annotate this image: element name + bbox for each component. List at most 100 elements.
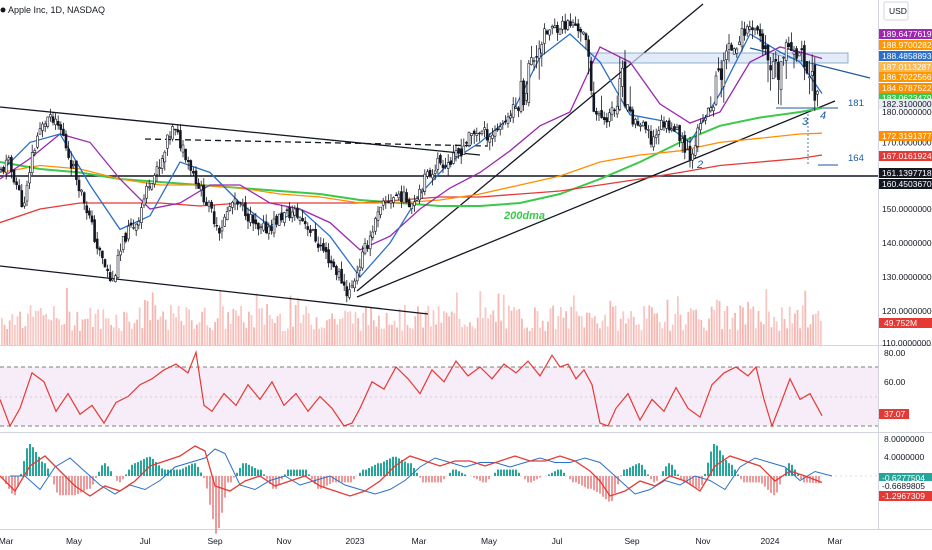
volume-bar [778, 330, 781, 345]
volume-bar [276, 316, 279, 345]
volume-bar [271, 319, 274, 345]
volume-bar [630, 311, 632, 345]
volume-bar [159, 316, 162, 345]
macd-histogram-bar [347, 476, 349, 483]
candle-body [764, 45, 767, 50]
macd-histogram-bar [752, 476, 754, 483]
candle-body [626, 104, 629, 111]
candle-body [111, 278, 115, 281]
macd-histogram-bar [605, 476, 607, 500]
volume-bar [648, 305, 651, 345]
price-tag [879, 62, 932, 72]
candle-body [322, 243, 325, 251]
volume-bar [336, 324, 339, 345]
candle-body [303, 221, 307, 225]
candle-body [335, 265, 338, 275]
candle-body [75, 160, 78, 180]
candle-body [95, 238, 99, 249]
candle-body [475, 133, 479, 136]
volume-bar [385, 312, 388, 345]
candle-body [251, 214, 255, 224]
candle-body [363, 243, 367, 254]
macd-histogram-bar [362, 469, 364, 476]
rsi-band [0, 367, 878, 426]
volume-bar [229, 323, 232, 345]
price-tag-label: 161.1397718 [882, 168, 932, 178]
macd-histogram-bar [527, 476, 529, 483]
price-tick-label: 170.0000000 [882, 137, 932, 147]
macd-histogram-bar [236, 472, 238, 476]
volume-bar [401, 330, 404, 345]
macd-histogram-bar [53, 476, 55, 485]
macd-histogram-bar [593, 476, 595, 491]
price-tag [879, 72, 932, 82]
candle-body [722, 60, 726, 87]
volume-bar [580, 316, 583, 345]
candle-body [613, 109, 616, 112]
volume-bar [261, 307, 263, 345]
price-axis[interactable]: USD 180.0000000 170.0000000 150.0000000 140… [882, 1, 932, 348]
macd-histogram-bar [260, 469, 262, 476]
candle-body [719, 68, 723, 80]
volume-bar [292, 326, 294, 345]
volume-bar [794, 313, 796, 345]
candle-body [662, 121, 666, 128]
candle-body [329, 260, 333, 264]
candle-body [608, 112, 611, 122]
volume-bar [479, 291, 482, 345]
candle-body [579, 28, 583, 33]
volume-tag [879, 318, 932, 328]
volume-bar [752, 306, 755, 345]
macd-histogram-bar [11, 476, 13, 494]
macd-histogram-bar [806, 476, 808, 483]
volume-bar [110, 325, 112, 345]
candle-body [597, 113, 601, 116]
price-tag-label: 189.6477619 [882, 29, 932, 39]
macd-histogram-bar [239, 468, 241, 476]
candle-body [751, 27, 754, 31]
volume-bar [240, 306, 242, 345]
macd-histogram-bar [320, 476, 322, 489]
volume-bar [224, 328, 227, 345]
candle-body [85, 205, 89, 214]
volume-bar [279, 313, 281, 345]
price-tag [879, 131, 932, 141]
candle-body [283, 212, 286, 223]
candle-body [316, 243, 320, 248]
macd-axis: 8.0000000 4.0000000 -0.6277504-0.6689805-1… [879, 434, 932, 501]
macd-histogram-bar [626, 469, 628, 476]
volume-bar [674, 313, 677, 345]
volume-bar [495, 321, 497, 345]
candle-body [699, 123, 702, 131]
volume-tag-label: 49.752M [884, 318, 917, 328]
candle-body [2, 167, 5, 172]
volume-bar [68, 311, 71, 345]
volume-bar [534, 307, 536, 345]
candle-body [218, 227, 221, 234]
candle-body [194, 170, 198, 184]
candle-body [296, 207, 299, 218]
macd-histogram-bar [563, 472, 565, 476]
volume-bar [318, 328, 320, 345]
symbol-header[interactable]: Apple Inc, 1D, NASDAQ [0, 5, 106, 15]
macd-histogram-bar [668, 463, 670, 476]
time-axis[interactable]: Mar May Jul Sep Nov 2023 Mar May Jul Sep Nov 2024 Ma… [0, 536, 842, 546]
volume-bar [66, 287, 68, 345]
volume-bar [700, 319, 703, 345]
candle-body [803, 45, 806, 68]
volume-bar [263, 324, 266, 345]
volume-bar [391, 324, 393, 345]
macd-histogram-bar [338, 476, 340, 483]
volume-bar [786, 328, 788, 345]
macd-histogram-bar [803, 476, 805, 483]
candle-body [730, 44, 733, 51]
volume-bar [716, 299, 718, 345]
volume-bar [466, 326, 469, 345]
macd-histogram-bar [767, 476, 769, 490]
currency-button[interactable] [883, 1, 909, 21]
candle-body [589, 60, 593, 91]
candle-body [23, 202, 26, 207]
apple-logo-icon [0, 7, 6, 13]
